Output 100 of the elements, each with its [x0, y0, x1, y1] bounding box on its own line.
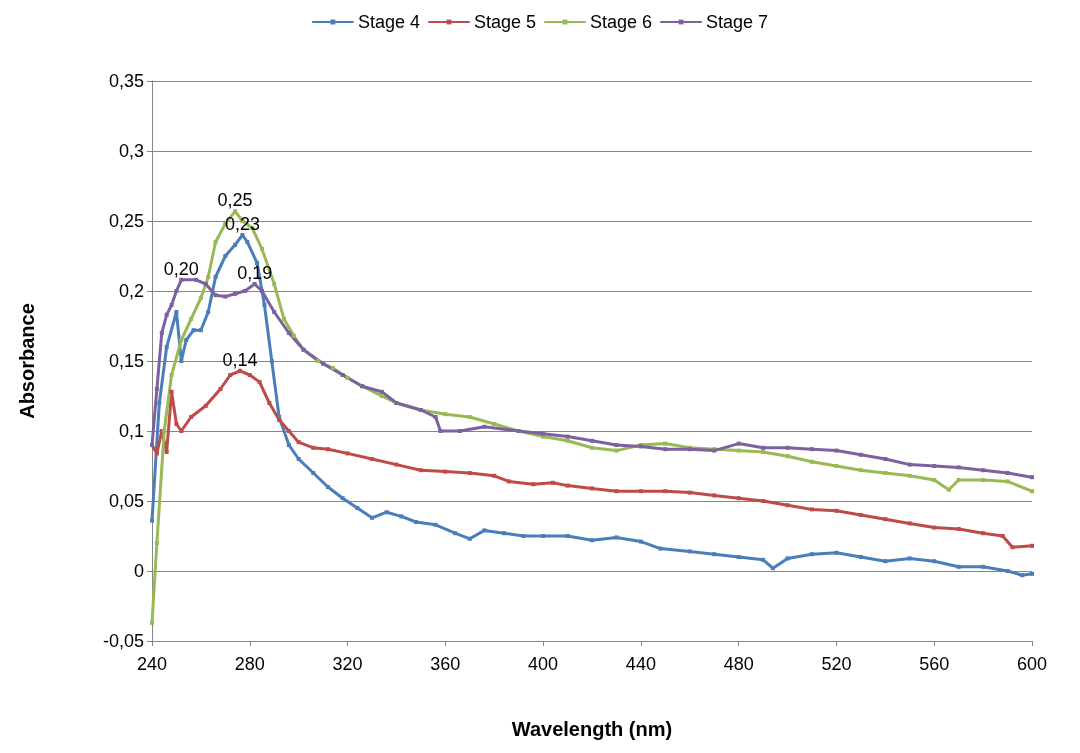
x-tick-label: 480: [723, 654, 754, 674]
point: [981, 478, 986, 482]
point: [286, 331, 291, 335]
point: [858, 555, 863, 559]
point: [858, 468, 863, 473]
point: [1030, 543, 1034, 548]
point: [184, 338, 189, 342]
x-tick-label: 560: [919, 654, 950, 674]
legend-label: Stage 7: [706, 12, 769, 32]
point: [638, 489, 643, 494]
point: [316, 359, 321, 363]
point: [550, 480, 555, 485]
point: [233, 291, 238, 296]
point: [296, 457, 301, 461]
point: [223, 294, 228, 299]
point: [438, 429, 443, 433]
point: [418, 468, 423, 473]
point: [282, 317, 286, 321]
point: [1030, 489, 1034, 494]
point: [247, 373, 252, 377]
point: [956, 527, 961, 531]
point: [384, 510, 389, 515]
point: [907, 462, 912, 467]
point: [267, 401, 272, 405]
legend-label: Stage 6: [590, 12, 653, 32]
point: [981, 468, 986, 473]
point: [492, 473, 497, 478]
point: [203, 403, 208, 408]
x-axis-title: Wavelength (nm): [511, 718, 673, 740]
y-tick-label: -0,05: [102, 631, 144, 651]
point: [458, 429, 462, 433]
point: [379, 394, 384, 398]
point: [370, 457, 374, 461]
point: [883, 471, 888, 475]
point: [1005, 479, 1010, 484]
point: [443, 412, 448, 417]
point: [834, 448, 839, 453]
point: [286, 429, 291, 433]
point: [482, 424, 487, 429]
point: [379, 389, 384, 394]
point: [345, 451, 350, 456]
point: [311, 445, 316, 450]
point: [242, 289, 247, 293]
x-tick-label: 520: [821, 654, 852, 674]
x-tick-label: 280: [234, 654, 265, 674]
y-tick-label: 0,2: [118, 281, 144, 301]
point: [169, 303, 174, 307]
point: [736, 448, 741, 453]
x-tick-label: 320: [332, 654, 363, 674]
point: [932, 525, 937, 530]
point: [399, 514, 404, 519]
point: [565, 483, 570, 488]
point: [712, 552, 717, 557]
point: [614, 535, 619, 540]
point: [257, 380, 262, 384]
annotation: 0,14: [222, 349, 258, 370]
annotation: 0,20: [163, 258, 199, 279]
point: [164, 312, 169, 317]
y-tick-label: 0,05: [108, 491, 144, 511]
point: [810, 459, 814, 464]
point: [206, 275, 211, 279]
point: [883, 559, 888, 564]
point: [687, 549, 692, 554]
point: [956, 478, 961, 482]
point: [169, 389, 174, 394]
point: [1030, 571, 1034, 576]
point: [213, 240, 218, 244]
annotation: 0,25: [217, 190, 253, 211]
point: [663, 489, 668, 494]
point: [761, 445, 766, 450]
point: [240, 233, 245, 237]
point: [785, 556, 790, 561]
point: [345, 375, 350, 380]
point: [761, 499, 766, 503]
point: [956, 564, 961, 569]
point: [736, 496, 741, 501]
point: [761, 450, 766, 454]
y-tick-label: 0: [133, 561, 144, 581]
point: [262, 303, 267, 307]
point: [260, 247, 264, 251]
point: [213, 275, 218, 279]
point: [712, 493, 717, 498]
point: [883, 457, 888, 461]
y-axis-title: Absorbance: [16, 303, 38, 419]
point: [531, 482, 536, 487]
point: [223, 254, 228, 258]
point: [198, 328, 203, 333]
point: [907, 473, 912, 478]
point: [326, 447, 330, 452]
y-tick-label: 0,35: [108, 71, 144, 91]
point: [198, 296, 203, 300]
point: [443, 469, 448, 474]
point: [1020, 573, 1025, 578]
point: [907, 556, 912, 561]
point: [321, 361, 326, 366]
point: [834, 550, 839, 555]
point: [810, 552, 814, 557]
x-tick-label: 240: [136, 654, 168, 674]
point: [330, 366, 335, 370]
point: [218, 387, 223, 391]
